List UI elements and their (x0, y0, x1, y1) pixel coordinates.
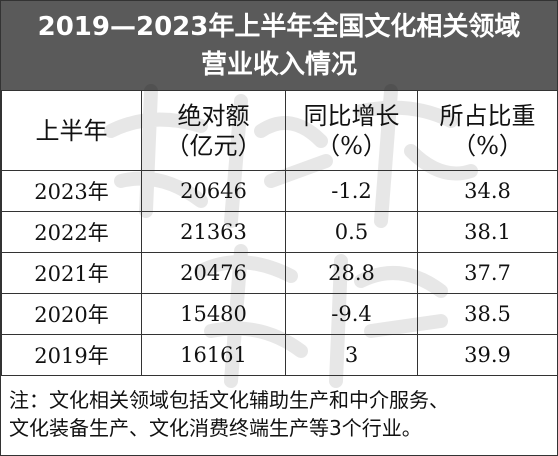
revenue-table: 上半年 绝对额 （亿元） 同比增长 （%） 所占比重 （%） 2023年 206… (1, 90, 558, 376)
table-row: 2023年 20646 -1.2 34.8 (1, 170, 558, 212)
cell-growth: 28.8 (285, 252, 418, 294)
header-share: 所占比重 （%） (417, 90, 558, 171)
cell-share: 37.7 (417, 252, 558, 294)
cell-amount: 20476 (141, 252, 286, 294)
cell-growth: -9.4 (285, 293, 418, 335)
cell-share: 34.8 (417, 170, 558, 212)
header-half-year: 上半年 (1, 90, 142, 171)
table-row: 2019年 16161 3 39.9 (1, 334, 558, 376)
footnote: 注：文化相关领域包括文化辅助生产和中介服务、 文化装备生产、文化消费终端生产等3… (1, 375, 557, 456)
cell-year: 2023年 (1, 170, 142, 212)
table-row: 2021年 20476 28.8 37.7 (1, 252, 558, 294)
cell-year: 2021年 (1, 252, 142, 294)
cell-growth: 3 (285, 334, 418, 376)
header-absolute-amount: 绝对额 （亿元） (141, 90, 286, 171)
cell-share: 38.5 (417, 293, 558, 335)
cell-year: 2020年 (1, 293, 142, 335)
footnote-line-1: 注：文化相关领域包括文化辅助生产和中介服务、 (9, 388, 449, 412)
cell-growth: 0.5 (285, 211, 418, 253)
table-row: 2020年 15480 -9.4 38.5 (1, 293, 558, 335)
cell-amount: 21363 (141, 211, 286, 253)
header-yoy-growth: 同比增长 （%） (285, 90, 418, 171)
cell-share: 39.9 (417, 334, 558, 376)
table-header-row: 上半年 绝对额 （亿元） 同比增长 （%） 所占比重 （%） (1, 90, 558, 171)
title-banner: 2019—2023年上半年全国文化相关领域 营业收入情况 (1, 1, 557, 90)
table-row: 2022年 21363 0.5 38.1 (1, 211, 558, 253)
cell-year: 2022年 (1, 211, 142, 253)
cell-amount: 16161 (141, 334, 286, 376)
title-line-1: 2019—2023年上半年全国文化相关领域 (37, 12, 521, 42)
cell-share: 38.1 (417, 211, 558, 253)
title-line-2: 营业收入情况 (200, 50, 357, 80)
cell-growth: -1.2 (285, 170, 418, 212)
footnote-line-2: 文化装备生产、文化消费终端生产等3个行业。 (9, 416, 422, 440)
cell-year: 2019年 (1, 334, 142, 376)
cell-amount: 20646 (141, 170, 286, 212)
cell-amount: 15480 (141, 293, 286, 335)
